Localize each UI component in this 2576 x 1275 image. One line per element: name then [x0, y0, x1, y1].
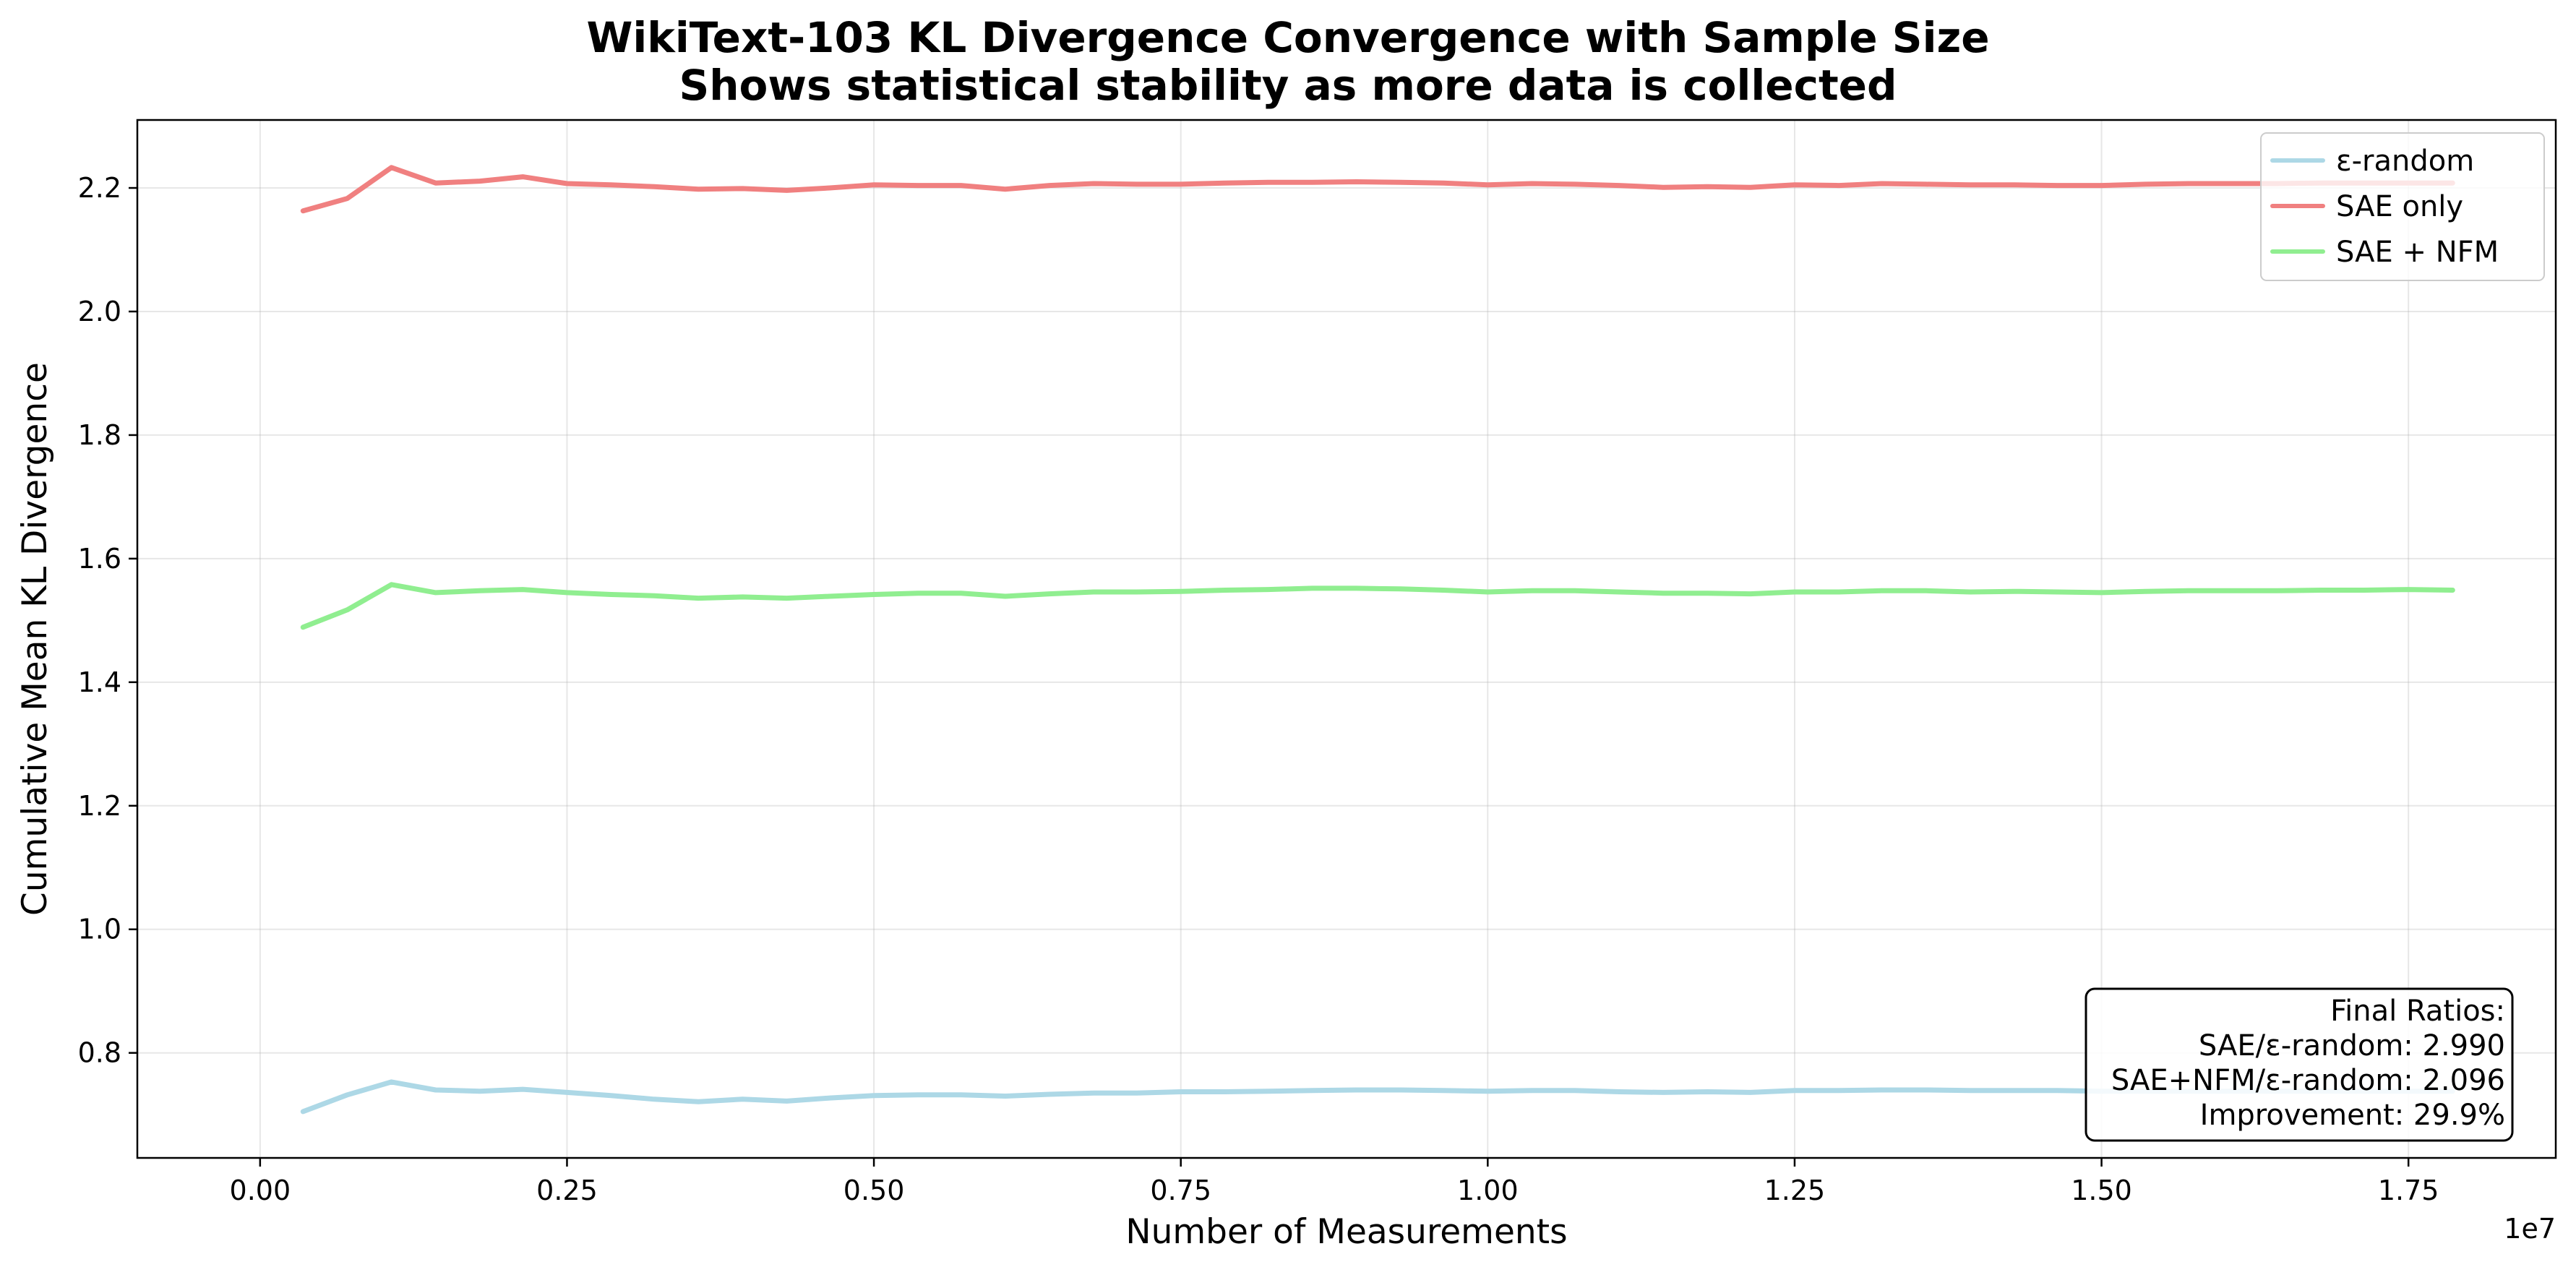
- y-tick-label: 2.0: [78, 296, 121, 327]
- y-axis-ticks: 0.8 1.0 1.2 1.4 1.6 1.8 2.0 2.2: [78, 172, 137, 1069]
- x-tick-label: 1.75: [2378, 1175, 2439, 1206]
- series-line-sae-only: [300, 165, 2455, 214]
- x-axis-ticks: 0.00 0.25 0.50 0.75 1.00 1.25 1.50 1.75: [230, 1158, 2439, 1206]
- y-tick-label: 1.8: [78, 419, 121, 451]
- legend-label-sae-nfm: SAE + NFM: [2336, 236, 2499, 269]
- annotation-sae-ratio: SAE/ε-random: 2.990: [2199, 1029, 2505, 1062]
- y-tick-label: 0.8: [78, 1037, 121, 1069]
- legend: ε-random SAE only SAE + NFM: [2260, 132, 2545, 281]
- legend-label-epsilon-random: ε-random: [2336, 145, 2474, 178]
- x-tick-label: 1.50: [2071, 1175, 2132, 1206]
- annotation-heading: Final Ratios:: [2330, 995, 2505, 1028]
- annotation-improvement: Improvement: 29.9%: [2200, 1099, 2505, 1132]
- legend-box: [2260, 132, 2545, 281]
- chart-subtitle: Shows statistical stability as more data…: [679, 61, 1897, 110]
- x-axis-label: Number of Measurements: [1125, 1212, 1567, 1252]
- plot-frame: [136, 119, 2557, 1159]
- y-tick-label: 1.6: [78, 543, 121, 575]
- x-tick-label: 0.50: [843, 1175, 905, 1206]
- y-tick-label: 1.4: [78, 666, 121, 698]
- x-tick-label: 1.25: [1764, 1175, 1826, 1206]
- final-ratios-annotation: Final Ratios: SAE/ε-random: 2.990 SAE+NF…: [2085, 987, 2514, 1142]
- y-axis-label: Cumulative Mean KL Divergence: [15, 362, 55, 916]
- series-line-sae-nfm: [300, 582, 2455, 630]
- chart-title: WikiText-103 KL Divergence Convergence w…: [586, 13, 1989, 62]
- x-tick-label: 1.00: [1457, 1175, 1519, 1206]
- y-tick-label: 2.2: [78, 172, 121, 204]
- legend-label-sae-only: SAE only: [2336, 190, 2463, 223]
- x-tick-label: 0.75: [1150, 1175, 1211, 1206]
- x-tick-label: 0.25: [536, 1175, 598, 1206]
- x-axis-offset-label: 1e7: [2504, 1213, 2556, 1245]
- x-tick-label: 0.00: [230, 1175, 291, 1206]
- y-tick-label: 1.2: [78, 790, 121, 822]
- grid-lines: [137, 120, 2556, 1158]
- y-tick-label: 1.0: [78, 914, 121, 945]
- annotation-box: [2085, 987, 2514, 1142]
- annotation-nfm-ratio: SAE+NFM/ε-random: 2.096: [2111, 1064, 2505, 1097]
